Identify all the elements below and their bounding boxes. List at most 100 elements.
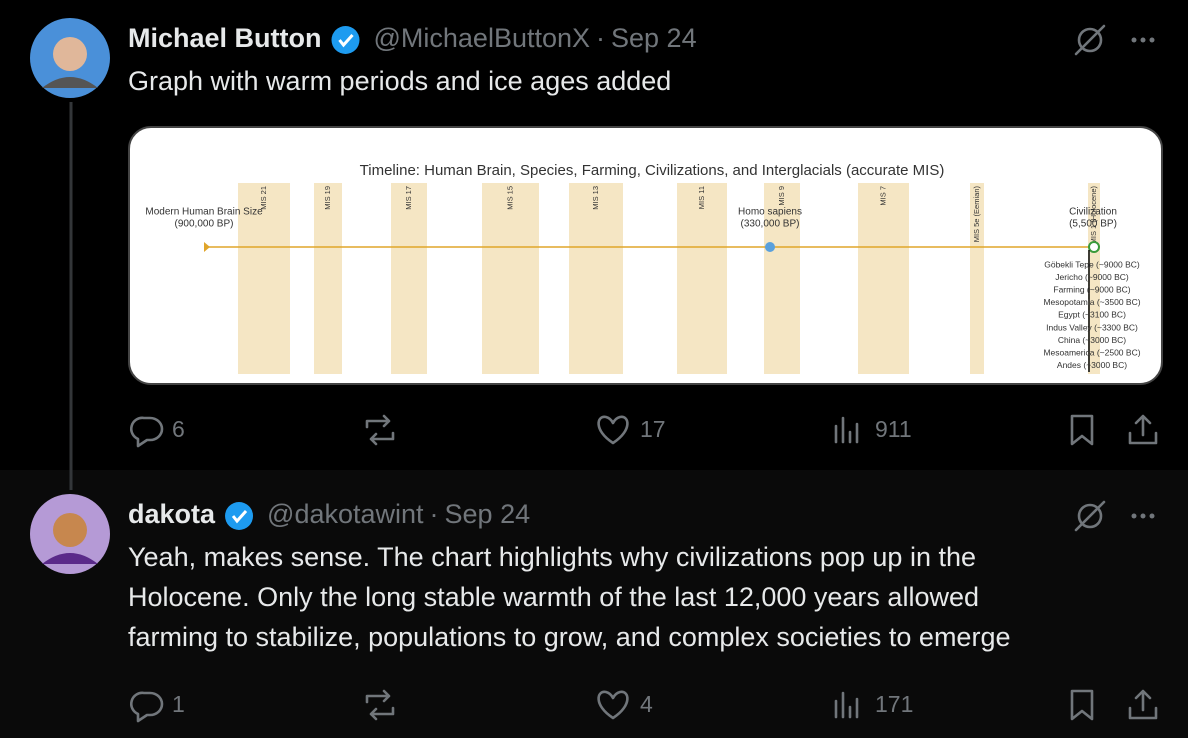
- like-button[interactable]: 17: [597, 415, 666, 445]
- interglacial-band: [314, 183, 342, 374]
- sapiens-marker: [765, 242, 775, 252]
- event-label: Indus Valley (~3300 BC): [1046, 322, 1138, 332]
- grok-slash: [1074, 500, 1106, 532]
- bookmark-button[interactable]: [1070, 414, 1094, 446]
- separator: ·: [596, 23, 605, 53]
- author-name[interactable]: dakota: [128, 499, 216, 529]
- reply-icon: [129, 416, 164, 448]
- badge-circle: [225, 502, 254, 530]
- share-icon: [1128, 689, 1158, 720]
- more-dot: [1140, 37, 1146, 43]
- share-icon: [1128, 414, 1158, 445]
- reply-button[interactable]: 1: [129, 691, 185, 723]
- badge-check: [338, 33, 354, 48]
- like-button[interactable]: 4: [597, 690, 653, 720]
- interglacial-band: [482, 183, 539, 374]
- reply-count: 1: [172, 691, 185, 717]
- post-text: Graph with warm periods and ice ages add…: [128, 66, 671, 96]
- repost-button[interactable]: [365, 414, 395, 446]
- author-handle[interactable]: @MichaelButtonX: [374, 23, 591, 53]
- annotation: (330,000 BP): [741, 219, 800, 230]
- interglacial-band: [858, 183, 909, 374]
- event-label: Mesoamerica (~2500 BC): [1043, 347, 1140, 357]
- bookmark-button[interactable]: [1070, 689, 1094, 721]
- band-label: MIS 7: [878, 186, 887, 206]
- post-image[interactable]: MIS 21 MIS 19 MIS 17 MIS 15 MIS 13 MIS 11 MIS …: [128, 126, 1163, 385]
- interglacial-band: [677, 183, 727, 374]
- avatar-body: [42, 553, 98, 564]
- verified-badge: [225, 502, 254, 530]
- like-icon: [597, 415, 629, 445]
- more-dot: [1149, 37, 1155, 43]
- annotation: Homo sapiens: [738, 207, 802, 218]
- verified-badge: [331, 26, 360, 54]
- avatar-face: [53, 37, 87, 71]
- views-button[interactable]: 911: [834, 416, 912, 444]
- event-label: Farming (~9000 BC): [1053, 284, 1130, 294]
- interglacial-band: [569, 183, 623, 374]
- like-icon: [597, 690, 629, 720]
- grok-button[interactable]: [1074, 500, 1106, 532]
- annotation: Modern Human Brain Size: [145, 207, 263, 218]
- repost-icon: [365, 414, 395, 446]
- annotation: Civilization: [1069, 207, 1117, 218]
- grok-button[interactable]: [1074, 24, 1106, 56]
- badge-check: [231, 509, 248, 524]
- avatar-body: [42, 77, 98, 88]
- band-label: MIS 19: [323, 186, 332, 210]
- reply-button[interactable]: 6: [129, 416, 185, 448]
- post-text: farming to stabilize, populations to gro…: [128, 622, 1010, 652]
- event-label: Jericho (~9000 BC): [1055, 272, 1129, 282]
- image-title: Timeline: Human Brain, Species, Farming,…: [360, 162, 945, 179]
- band-label: MIS 17: [404, 186, 413, 210]
- grok-icon: [1077, 27, 1103, 53]
- like-count: 4: [640, 691, 653, 717]
- separator: ·: [430, 499, 439, 529]
- more-dot: [1131, 37, 1137, 43]
- post-date[interactable]: Sep 24: [611, 23, 697, 53]
- event-label: Egypt (~3100 BC): [1058, 310, 1126, 320]
- post-text: Yeah, makes sense. The chart highlights …: [128, 542, 976, 572]
- interglacial-band: [970, 183, 984, 374]
- avatar[interactable]: [30, 494, 110, 574]
- views-count: 911: [875, 416, 912, 442]
- event-label: Göbekli Tepe (~9000 BC): [1044, 259, 1140, 269]
- share-button[interactable]: [1128, 689, 1158, 720]
- band-label: MIS 15: [505, 186, 514, 210]
- avatar[interactable]: [30, 18, 110, 98]
- more-dot: [1149, 513, 1155, 519]
- repost-button[interactable]: [365, 689, 395, 721]
- band-label: MIS 9: [777, 186, 786, 206]
- more-dot: [1131, 513, 1137, 519]
- grok-icon: [1077, 503, 1103, 529]
- views-icon: [834, 691, 859, 719]
- post-date[interactable]: Sep 24: [445, 499, 531, 529]
- band-label: MIS 11: [697, 186, 706, 209]
- repost-icon: [365, 689, 395, 721]
- event-label: Andes (~3000 BC): [1057, 360, 1127, 370]
- band-label: MIS 21: [259, 186, 268, 210]
- more-button[interactable]: [1131, 37, 1155, 43]
- like-count: 17: [640, 416, 666, 442]
- views-count: 171: [875, 691, 913, 717]
- event-label: Mesopotamia (~3500 BC): [1043, 297, 1140, 307]
- grok-slash: [1074, 24, 1106, 56]
- bookmark-icon: [1070, 689, 1094, 721]
- author-handle[interactable]: @dakotawint: [267, 499, 424, 529]
- event-label: China (~3000 BC): [1058, 335, 1126, 345]
- post-text: Holocene. Only the long stable warmth of…: [128, 582, 979, 612]
- band-label: MIS 13: [591, 186, 600, 210]
- interglacial-band: [238, 183, 290, 374]
- badge-circle: [331, 26, 360, 54]
- avatar-face: [53, 513, 87, 547]
- author-name[interactable]: Michael Button: [128, 23, 322, 53]
- views-button[interactable]: 171: [834, 691, 913, 719]
- more-dot: [1140, 513, 1146, 519]
- band-label: MIS 1 (Holocene): [1089, 186, 1098, 245]
- interglacial-band: [1088, 183, 1100, 374]
- more-button[interactable]: [1131, 513, 1155, 519]
- annotation: (900,000 BP): [175, 219, 234, 230]
- band-label: MIS 5e (Eemian): [972, 186, 981, 243]
- share-button[interactable]: [1128, 414, 1158, 445]
